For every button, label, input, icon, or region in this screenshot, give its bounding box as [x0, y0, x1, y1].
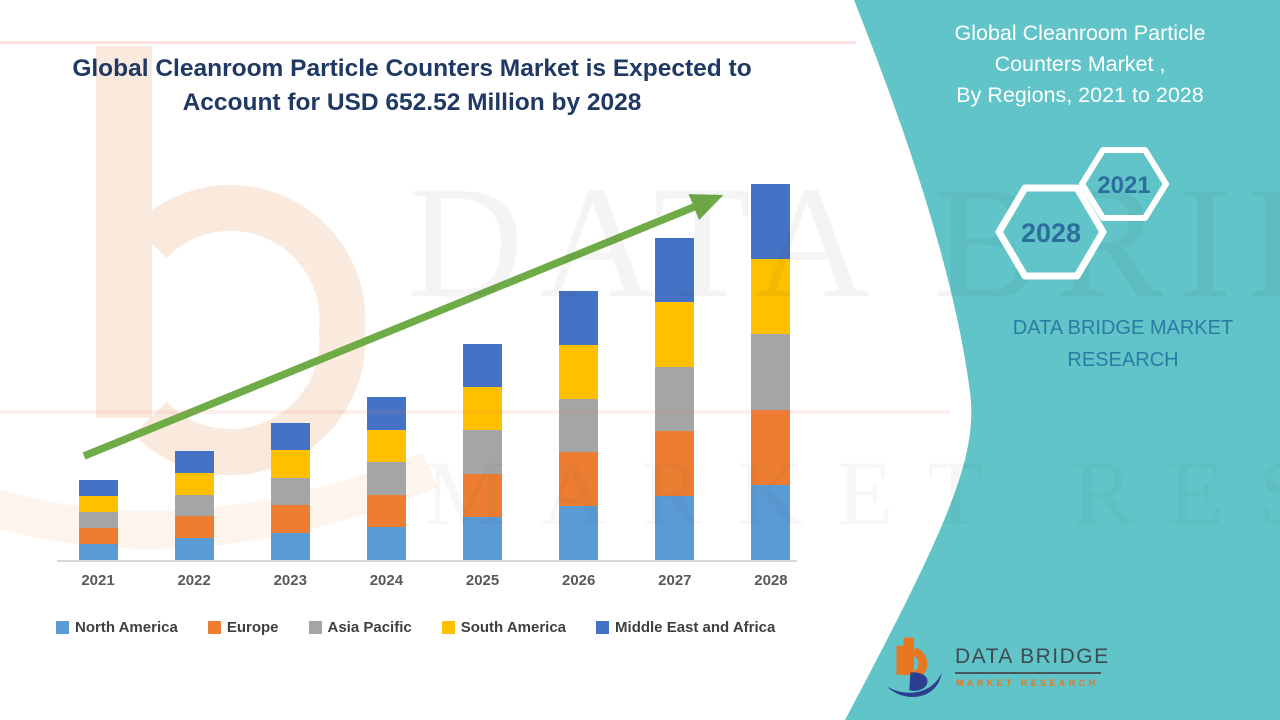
legend-swatch-icon — [441, 621, 455, 634]
legend-item-middle-east-and-africa: Middle East and Africa — [596, 619, 775, 636]
legend-item-south-america: South America — [441, 619, 567, 636]
bar-segment-europe — [366, 494, 406, 528]
bar-segment-south-america — [366, 429, 406, 463]
watermark-text-line2: MARKET RESEARCH — [425, 440, 1280, 546]
bar-segment-north-america — [174, 538, 214, 560]
bar-segment-asia-pacific — [751, 334, 791, 410]
bar-segment-middle-east-and-africa — [559, 290, 599, 345]
bar-segment-europe — [174, 516, 214, 539]
hexagon-2028 — [995, 184, 1107, 280]
bar-segment-south-america — [270, 450, 310, 478]
bar-segment-north-america — [78, 543, 118, 560]
legend-label: South America — [460, 619, 567, 636]
bar-segment-north-america — [270, 532, 310, 560]
bar-segment-europe — [270, 505, 310, 533]
bar-segment-north-america — [751, 484, 791, 560]
bar-segment-middle-east-and-africa — [751, 184, 791, 260]
bar-segment-europe — [559, 452, 599, 507]
bar-segment-north-america — [655, 495, 695, 560]
bar-segment-middle-east-and-africa — [463, 343, 503, 388]
logo-brand-text: DATA BRIDGE — [955, 645, 1110, 668]
chart-title-line2: Account for USD 652.52 Million by 2028 — [182, 89, 642, 116]
logo-inner-bowl — [909, 672, 928, 691]
legend-label: Middle East and Africa — [615, 619, 776, 636]
chart-title-line1: Global Cleanroom Particle Counters Marke… — [72, 55, 752, 82]
logo-swoosh — [887, 672, 942, 697]
bar-segment-middle-east-and-africa — [174, 451, 214, 473]
legend-swatch-icon — [308, 621, 322, 634]
stacked-bar-2021 — [78, 479, 118, 560]
x-axis-label-2022: 2022 — [177, 572, 211, 589]
bar-segment-asia-pacific — [366, 462, 406, 495]
bar-segment-north-america — [559, 506, 599, 560]
stacked-bar-2028 — [751, 184, 791, 560]
x-axis-line — [57, 560, 797, 562]
sidebar-title-line1: Global Cleanroom Particle — [954, 21, 1206, 45]
decorative-line-middle — [0, 410, 950, 414]
bar-segment-asia-pacific — [463, 430, 503, 474]
bar-segment-middle-east-and-africa — [270, 422, 310, 451]
stacked-bar-2023 — [270, 422, 310, 560]
decorative-line-top — [0, 41, 856, 44]
logo-tagline-text: MARKET RESEARCH — [956, 678, 1099, 688]
x-axis-label-2025: 2025 — [465, 572, 500, 589]
bar-segment-middle-east-and-africa — [78, 479, 118, 496]
bar-segment-south-america — [751, 259, 791, 335]
bar-segment-europe — [655, 431, 695, 496]
bar-segment-middle-east-and-africa — [366, 396, 406, 430]
stacked-bar-2026 — [559, 290, 599, 560]
x-axis-label-2021: 2021 — [81, 572, 115, 589]
bar-segment-north-america — [366, 527, 406, 560]
bar-segment-europe — [751, 409, 791, 485]
logo-divider — [955, 672, 1101, 674]
bar-segment-south-america — [559, 344, 599, 399]
bar-segment-south-america — [655, 302, 695, 367]
bar-segment-asia-pacific — [655, 366, 695, 432]
bar-segment-europe — [463, 473, 503, 517]
legend-label: Europe — [226, 619, 279, 636]
x-axis-label-2026: 2026 — [562, 572, 596, 589]
sidebar-brand-caption: DATA BRIDGE MARKET RESEARCH — [1012, 317, 1234, 371]
hexagon-2021 — [1079, 147, 1169, 221]
legend-swatch-icon — [207, 621, 221, 634]
hexagon-2021-label: 2021 — [1097, 172, 1150, 199]
sidebar-title-line2: Counters Market , — [994, 52, 1166, 76]
legend-swatch-icon — [596, 621, 610, 634]
bar-segment-asia-pacific — [174, 494, 214, 517]
bar-segment-europe — [78, 527, 118, 544]
legend-swatch-icon — [56, 621, 69, 634]
bar-segment-south-america — [463, 387, 503, 431]
chart-legend: North America Europe Asia Pacific South Ame… — [56, 619, 775, 636]
stacked-bar-2022 — [174, 451, 214, 560]
bar-segment-south-america — [174, 472, 214, 495]
bar-segment-middle-east-and-africa — [655, 237, 695, 303]
bar-segment-south-america — [78, 495, 118, 512]
sidebar-title-line3: By Regions, 2021 to 2028 — [956, 83, 1204, 107]
legend-label: Asia Pacific — [327, 619, 412, 636]
x-axis-label-2023: 2023 — [273, 572, 307, 589]
bar-segment-north-america — [463, 516, 503, 560]
bar-segment-asia-pacific — [270, 477, 310, 506]
legend-label: North America — [75, 619, 178, 636]
legend-item-europe: Europe — [207, 619, 279, 636]
stacked-bar-2027 — [655, 237, 695, 560]
x-axis-label-2027: 2027 — [658, 572, 692, 589]
legend-item-asia-pacific: Asia Pacific — [308, 619, 412, 636]
logo-b-stem — [896, 637, 914, 675]
sidebar-title: Global Cleanroom Particle Counters Marke… — [915, 18, 1245, 111]
stacked-bar-2025 — [463, 343, 503, 560]
hexagon-2028-label: 2028 — [1021, 218, 1081, 248]
watermark-text-line1: DATA BRIDGE — [408, 153, 1280, 331]
company-logo-icon — [887, 637, 942, 697]
x-axis-label-2028: 2028 — [754, 572, 788, 589]
chart-title: Global Cleanroom Particle Counters Marke… — [52, 52, 772, 120]
logo-b-bowl — [912, 647, 928, 681]
x-axis-label-2024: 2024 — [369, 572, 404, 589]
stacked-bar-2024 — [366, 396, 406, 560]
bar-segment-asia-pacific — [559, 398, 599, 453]
bar-segment-asia-pacific — [78, 511, 118, 528]
legend-item-north-america: North America — [56, 619, 178, 636]
